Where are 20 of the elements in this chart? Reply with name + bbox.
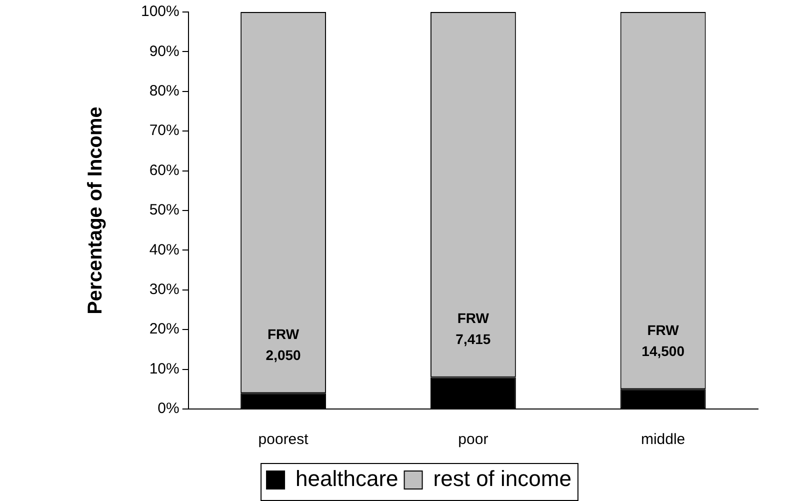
y-axis-title: Percentage of Income: [84, 106, 107, 314]
annotation: FRW 2,050: [266, 326, 302, 363]
legend-label: rest of income: [433, 466, 572, 492]
y-tick-label: 30%: [149, 281, 180, 298]
y-tick-label: 70%: [149, 122, 180, 140]
y-tick-label: 0%: [158, 400, 180, 418]
y-tick-label: 40%: [149, 241, 180, 258]
y-tick-label: 100%: [140, 3, 180, 20]
x-tick-label: poor: [458, 431, 488, 448]
annotation: FRW 14,500: [642, 322, 685, 359]
y-tick-label: 90%: [149, 42, 180, 60]
y-tick-label: 50%: [149, 202, 180, 219]
y-tick-label: 10%: [149, 360, 180, 378]
annotation: FRW 7,415: [456, 310, 491, 347]
y-tick-label: 80%: [149, 82, 180, 100]
x-tick-label: middle: [640, 431, 686, 448]
y-tick-label: 60%: [149, 162, 180, 179]
y-tick-label: 20%: [149, 320, 180, 338]
legend-label: healthcare: [296, 466, 398, 492]
x-tick-label: poorest: [258, 431, 310, 448]
